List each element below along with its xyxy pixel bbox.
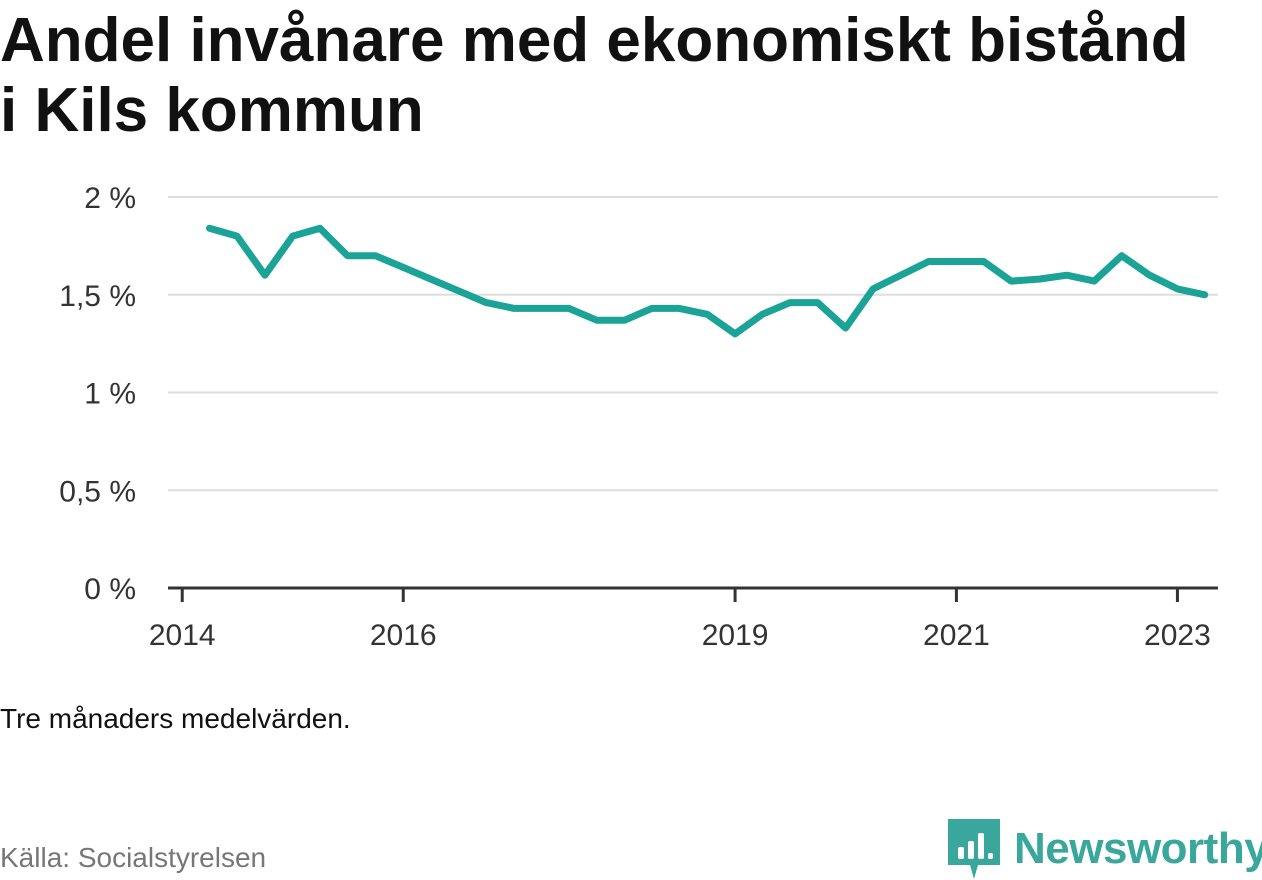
y-axis-ticks: 0 % 0,5 % 1 % 1,5 % 2 % — [59, 182, 136, 606]
y-tick-label: 0,5 % — [59, 475, 136, 508]
gridlines — [168, 196, 1218, 492]
chart-note: Tre månaders medelvärden. — [0, 703, 351, 734]
y-tick-label: 1,5 % — [59, 280, 136, 313]
x-tick-label: 2016 — [370, 619, 437, 652]
brand-name: Newsworthy — [1014, 824, 1262, 873]
series-group — [206, 224, 1209, 338]
y-tick-label: 1 % — [84, 378, 136, 411]
brand-logo: Newsworthy — [948, 818, 1262, 880]
line-chart: 0 % 0,5 % 1 % 1,5 % 2 % 2014 2016 2019 2021 2023 — [59, 182, 1218, 652]
x-tick-label: 2023 — [1144, 619, 1211, 652]
chart-title: Andel invånare med ekonomiskt bistånd i … — [0, 6, 1189, 145]
y-tick-label: 0 % — [84, 573, 136, 606]
newsworthy-logo-icon — [948, 819, 1000, 879]
series-line — [206, 224, 1209, 338]
x-tick-label: 2021 — [923, 619, 990, 652]
y-tick-label: 2 % — [84, 182, 136, 215]
x-tick-label: 2019 — [702, 619, 769, 652]
source-label: Källa: Socialstyrelsen — [0, 842, 267, 873]
x-tick-label: 2014 — [149, 619, 216, 652]
x-axis-ticks: 2014 2016 2019 2021 2023 — [149, 588, 1211, 652]
